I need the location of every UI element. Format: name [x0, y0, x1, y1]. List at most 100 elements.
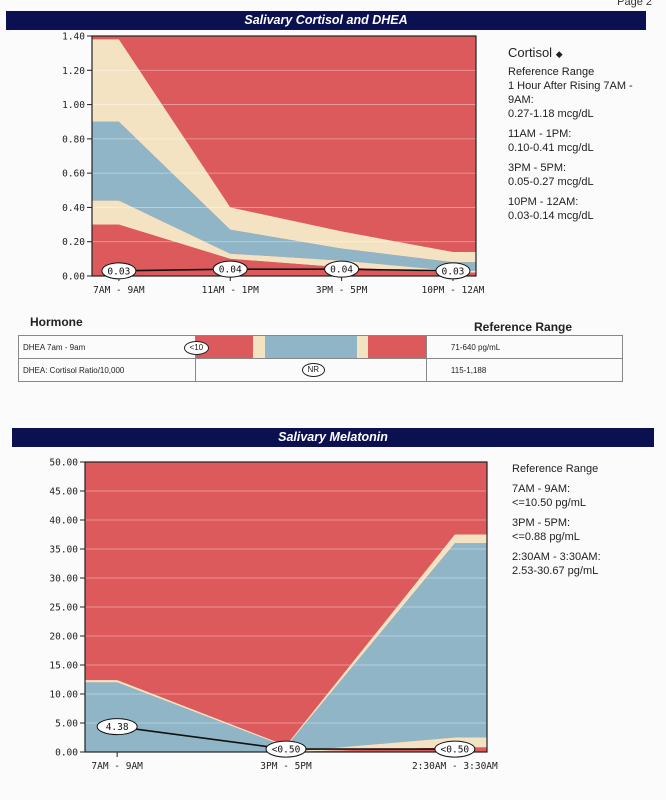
y-tick-label: 50.00	[49, 458, 78, 469]
hormone-reference: 71-640 pg/mL	[425, 335, 624, 359]
data-point	[434, 740, 476, 758]
cortisol-reference-heading: Reference Range	[508, 66, 595, 78]
data-point	[435, 262, 471, 280]
melatonin-range-item: 2:30AM - 3:30AM: 2.53-30.67 pg/mL	[512, 550, 662, 578]
melatonin-range-time: 3PM - 5PM:	[512, 517, 571, 529]
x-tick-label: 2:30AM - 3:30AM	[412, 761, 498, 772]
melatonin-range-value: <=0.88 pg/mL	[512, 531, 580, 543]
y-tick-label: 0.80	[62, 134, 85, 145]
y-tick-label: 15.00	[49, 661, 78, 672]
range-bar-fill	[195, 336, 426, 358]
melatonin-range-value: <=10.50 pg/mL	[512, 497, 587, 509]
cortisol-range-item: 10PM - 12AM: 0.03-0.14 mcg/dL	[508, 195, 658, 223]
x-tick-label: 7AM - 9AM	[93, 285, 145, 296]
x-tick-label: 3PM - 5PM	[316, 285, 368, 296]
data-label: 0.04	[219, 265, 242, 276]
data-point	[96, 718, 138, 736]
dhea-range-bar: <10	[183, 335, 427, 359]
y-tick-label: 1.40	[62, 32, 85, 43]
range-bar-segment	[368, 336, 426, 358]
red-low-band	[85, 747, 487, 752]
x-tick-label: 7AM - 9AM	[91, 761, 143, 772]
y-tick-label: 0.00	[55, 748, 78, 759]
y-tick-label: 0.60	[62, 169, 85, 180]
y-tick-label: 30.00	[49, 574, 78, 585]
cortisol-chart: 0.00 0.20 0.40 0.60 0.80 1.00 1.20 1.40 7AM - 9A…	[62, 32, 485, 297]
table-row: DHEA 7am - 9am <10 71-640 pg/mL	[18, 335, 624, 359]
y-tick-label: 5.00	[55, 719, 78, 730]
cortisol-range-time: 11AM - 1PM:	[508, 128, 572, 140]
melatonin-range-item: 7AM - 9AM: <=10.50 pg/mL	[512, 482, 662, 510]
cortisol-range-item: 3PM - 5PM: 0.05-0.27 mcg/dL	[508, 161, 658, 189]
cortisol-section-banner: Salivary Cortisol and DHEA	[6, 11, 646, 30]
hormone-header: Hormone	[30, 315, 83, 329]
y-tick-label: 20.00	[49, 632, 78, 643]
page-number: Page 2	[617, 0, 652, 8]
y-tick-label: 45.00	[49, 487, 78, 498]
data-point	[212, 260, 248, 278]
y-tick-label: 35.00	[49, 545, 78, 556]
data-label: 0.04	[330, 265, 353, 276]
y-tick-label: 0.40	[62, 203, 85, 214]
range-bar-segment	[195, 336, 254, 358]
y-tick-label: 0.00	[62, 272, 85, 283]
data-label: 4.38	[106, 722, 129, 733]
melatonin-range-value: 2.53-30.67 pg/mL	[512, 565, 599, 577]
table-row: DHEA: Cortisol Ratio/10,000 NR 115-1,188	[18, 358, 624, 382]
ratio-result-badge: NR	[301, 363, 326, 377]
melatonin-range-time: 7AM - 9AM:	[512, 483, 571, 495]
cortisol-range-item: 1 Hour After Rising 7AM - 9AM: 0.27-1.18 …	[508, 79, 658, 121]
series-line	[118, 268, 453, 272]
data-point	[101, 262, 137, 280]
blue-optimal-band	[85, 543, 487, 752]
y-tick-label: 10.00	[49, 690, 78, 701]
data-point	[324, 260, 360, 278]
cortisol-range-value: 0.10-0.41 mcg/dL	[508, 142, 594, 154]
cortisol-range-value: 0.27-1.18 mcg/dL	[508, 108, 594, 120]
y-tick-label: 0.20	[62, 237, 85, 248]
cortisol-range-time: 10PM - 12AM:	[508, 196, 579, 208]
blue-optimal-band	[92, 121, 476, 271]
red-low-band	[92, 224, 476, 276]
melatonin-reference-heading: Reference Range	[512, 463, 599, 475]
cortisol-range-time: 3PM - 5PM:	[508, 162, 567, 174]
data-point	[265, 740, 307, 758]
data-label: <0.50	[272, 745, 301, 756]
range-bar-segment	[356, 336, 369, 358]
x-tick-label: 3PM - 5PM	[260, 761, 312, 772]
range-bar-segment	[264, 336, 357, 358]
diamond-icon: ◆	[555, 49, 563, 59]
cortisol-range-time: 1 Hour After Rising 7AM - 9AM:	[508, 80, 633, 106]
data-label: 0.03	[442, 266, 465, 277]
y-tick-label: 1.00	[62, 100, 85, 111]
hormone-name: DHEA 7am - 9am	[18, 335, 196, 359]
melatonin-section-banner: Salivary Melatonin	[12, 428, 654, 447]
y-tick-label: 25.00	[49, 603, 78, 614]
cortisol-range-item: 11AM - 1PM: 0.10-0.41 mcg/dL	[508, 127, 658, 155]
range-bar-segment	[253, 336, 265, 358]
melatonin-chart: 0.00 5.00 10.00 15.00 20.00 25.00 30.00 35.00 40…	[49, 458, 498, 773]
melatonin-range-time: 2:30AM - 3:30AM:	[512, 551, 601, 563]
chart-frame	[91, 35, 477, 277]
x-tick-label: 11AM - 1PM	[202, 285, 259, 296]
melatonin-reference-panel: Reference Range 7AM - 9AM: <=10.50 pg/mL 3…	[512, 462, 662, 584]
hormone-name: DHEA: Cortisol Ratio/10,000	[18, 358, 196, 382]
dhea-result-badge: <10	[183, 341, 210, 355]
y-tick-label: 40.00	[49, 516, 78, 527]
hormone-table: DHEA 7am - 9am <10 71-640 pg/mL DHEA: Co…	[18, 335, 624, 382]
ratio-result-cell: NR	[194, 358, 427, 382]
data-label: 0.03	[107, 266, 130, 277]
x-tick-label: 10PM - 12AM	[421, 285, 484, 296]
beige-lower-band	[92, 200, 476, 273]
beige-upper-band	[92, 39, 476, 263]
cortisol-range-value: 0.03-0.14 mcg/dL	[508, 210, 594, 222]
hormone-reference: 115-1,188	[425, 358, 624, 382]
y-tick-label: 1.20	[62, 66, 85, 77]
cortisol-range-value: 0.05-0.27 mcg/dL	[508, 176, 594, 188]
melatonin-range-item: 3PM - 5PM: <=0.88 pg/mL	[512, 516, 662, 544]
cortisol-legend: Cortisol ◆	[508, 46, 658, 61]
reference-range-header: Reference Range	[474, 320, 573, 334]
cortisol-legend-label: Cortisol	[508, 45, 553, 60]
data-label: <0.50	[441, 745, 470, 756]
cortisol-reference-panel: Cortisol ◆ Reference Range 1 Hour After …	[508, 46, 658, 229]
